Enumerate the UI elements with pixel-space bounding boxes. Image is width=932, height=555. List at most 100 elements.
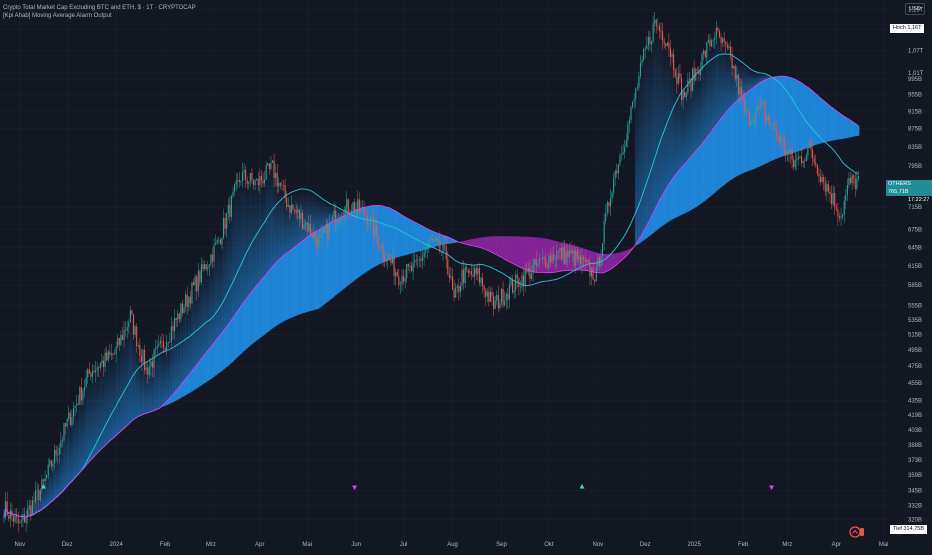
currency-button[interactable]: USD	[905, 3, 925, 15]
candle-body	[482, 278, 483, 286]
cloud-band	[474, 239, 476, 247]
candle-body	[275, 173, 276, 178]
cloud-fade	[126, 327, 128, 425]
candle-body	[340, 220, 341, 222]
cloud-band	[858, 126, 860, 136]
last-symbol: OTHERS	[888, 181, 911, 187]
cloud-band	[220, 335, 222, 372]
candle-body	[381, 245, 382, 249]
cloud-fade	[229, 217, 231, 322]
cloud-band	[516, 236, 518, 265]
candle-body	[583, 257, 584, 260]
candle-body	[537, 263, 538, 265]
candle-body	[679, 73, 680, 78]
cloud-fade	[161, 341, 163, 406]
candle-body	[229, 205, 230, 217]
candle-body	[566, 251, 567, 263]
candle-body	[648, 37, 649, 46]
cloud-band	[379, 206, 381, 265]
cloud-fade	[163, 348, 165, 405]
cloud-band	[698, 148, 700, 205]
cloud-band	[306, 237, 308, 312]
cloud-band	[734, 102, 736, 177]
candle-body	[187, 295, 188, 307]
cloud-fade	[330, 204, 332, 223]
candle-body	[239, 180, 240, 182]
candle-body	[547, 268, 548, 269]
candle-body	[503, 289, 504, 305]
cloud-fade	[317, 196, 319, 231]
cloud-band	[605, 254, 607, 272]
tradingview-logo-icon[interactable]	[849, 526, 865, 538]
candle-body	[75, 405, 76, 408]
candle-body	[495, 300, 496, 308]
cloud-band	[614, 253, 616, 265]
candle-body	[406, 264, 407, 278]
candle-body	[668, 43, 669, 49]
candle-body	[613, 178, 614, 192]
cloud-band	[491, 236, 493, 252]
cloud-band	[809, 88, 811, 147]
indicator-label[interactable]: [Kpi Ahab] Moving Average Alarm Output	[3, 13, 112, 19]
cloud-fade	[643, 49, 645, 231]
cloud-band	[618, 253, 620, 263]
cloud-fade	[276, 186, 278, 261]
cloud-band	[182, 383, 184, 397]
candle-body	[172, 326, 173, 331]
candle-body	[618, 164, 619, 173]
candle-body	[635, 88, 636, 99]
cloud-band	[777, 76, 779, 158]
candle-body	[555, 260, 556, 261]
candle-body	[755, 111, 756, 123]
candle-body	[713, 40, 714, 41]
candle-body	[474, 268, 475, 276]
cloud-band	[752, 88, 754, 169]
cloud-fade	[322, 199, 324, 227]
cloud-band	[406, 218, 408, 255]
candle-body	[829, 192, 830, 194]
candle-body	[833, 193, 834, 204]
candle-body	[378, 236, 379, 247]
candle-body	[645, 49, 646, 50]
cloud-fade	[186, 307, 188, 377]
candle-body	[739, 87, 740, 94]
candle-body	[240, 181, 241, 182]
candle-body	[89, 369, 90, 373]
candle-body	[90, 374, 91, 377]
cloud-band	[256, 286, 258, 341]
candle-body	[35, 490, 36, 501]
candle-body	[387, 255, 388, 260]
candle-body	[128, 322, 129, 327]
cloud-band	[216, 339, 218, 375]
candle-body	[414, 260, 415, 263]
cloud-fade	[133, 335, 135, 420]
cloud-band	[357, 209, 359, 277]
cloud-band	[221, 333, 223, 371]
candle-body	[183, 308, 184, 314]
cloud-fade	[55, 455, 57, 497]
candle-body	[307, 223, 308, 232]
cloud-band	[485, 237, 487, 250]
cloud-fade	[51, 467, 53, 502]
cloud-fade	[695, 69, 697, 151]
candle-body	[825, 183, 826, 192]
x-tick-label: Mrz	[206, 542, 216, 548]
cloud-fade	[245, 180, 247, 299]
cloud-fade	[114, 354, 116, 437]
candle-body	[382, 245, 383, 257]
candle-body	[71, 417, 72, 425]
candle-body	[343, 219, 344, 220]
candle-body	[771, 124, 772, 125]
candle-body	[842, 215, 843, 217]
cloud-band	[231, 320, 233, 363]
cloud-band	[415, 223, 417, 252]
cloud-fade	[676, 84, 678, 174]
candle-body	[213, 245, 214, 262]
x-tick-label: Okt	[544, 542, 554, 548]
x-tick-label: Mai	[302, 542, 312, 548]
cloud-band	[774, 77, 776, 160]
cloud-fade	[193, 285, 195, 369]
candle-body	[438, 239, 439, 240]
